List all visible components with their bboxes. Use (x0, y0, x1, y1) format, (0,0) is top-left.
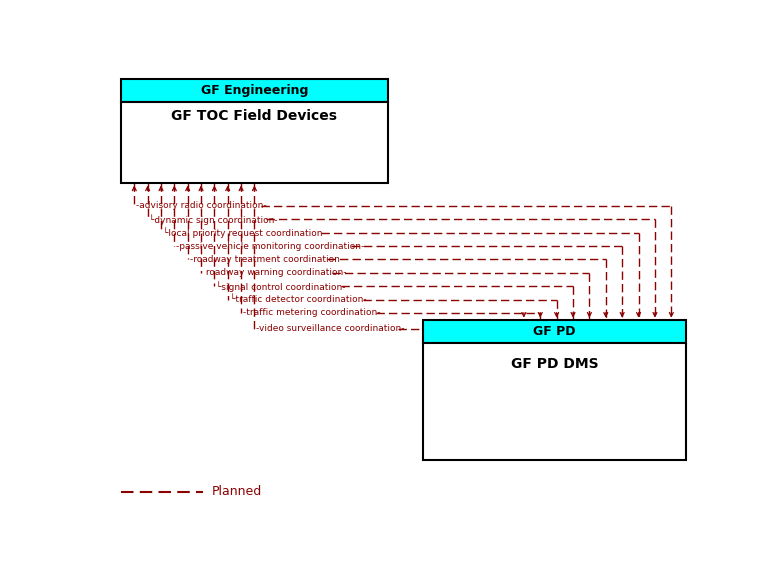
Text: └dynamic sign coordination-: └dynamic sign coordination- (150, 214, 278, 224)
Text: -passive vehicle monitoring coordination-: -passive vehicle monitoring coordination… (176, 241, 364, 251)
Bar (423, 320, 687, 343)
Bar (121, 102, 388, 183)
Text: GF TOC Field Devices: GF TOC Field Devices (171, 110, 337, 124)
Text: -roadway treatment coordination-: -roadway treatment coordination- (189, 255, 343, 264)
Text: GF PD: GF PD (533, 325, 576, 338)
Text: roadway warning coordination-: roadway warning coordination- (203, 269, 346, 277)
Text: └signal control coordination-: └signal control coordination- (216, 281, 346, 292)
Text: -advisory radio coordination-: -advisory radio coordination- (136, 201, 267, 211)
Bar (121, 78, 388, 102)
Text: -video surveillance coordination-: -video surveillance coordination- (256, 324, 405, 333)
Text: └traffic detector coordination-: └traffic detector coordination- (229, 295, 366, 304)
Bar (423, 343, 687, 461)
Text: -traffic metering coordination-: -traffic metering coordination- (243, 309, 381, 317)
Text: GF PD DMS: GF PD DMS (511, 357, 598, 371)
Text: └local priority request coordination-: └local priority request coordination- (163, 227, 326, 238)
Text: Planned: Planned (212, 485, 262, 498)
Text: GF Engineering: GF Engineering (200, 84, 309, 97)
